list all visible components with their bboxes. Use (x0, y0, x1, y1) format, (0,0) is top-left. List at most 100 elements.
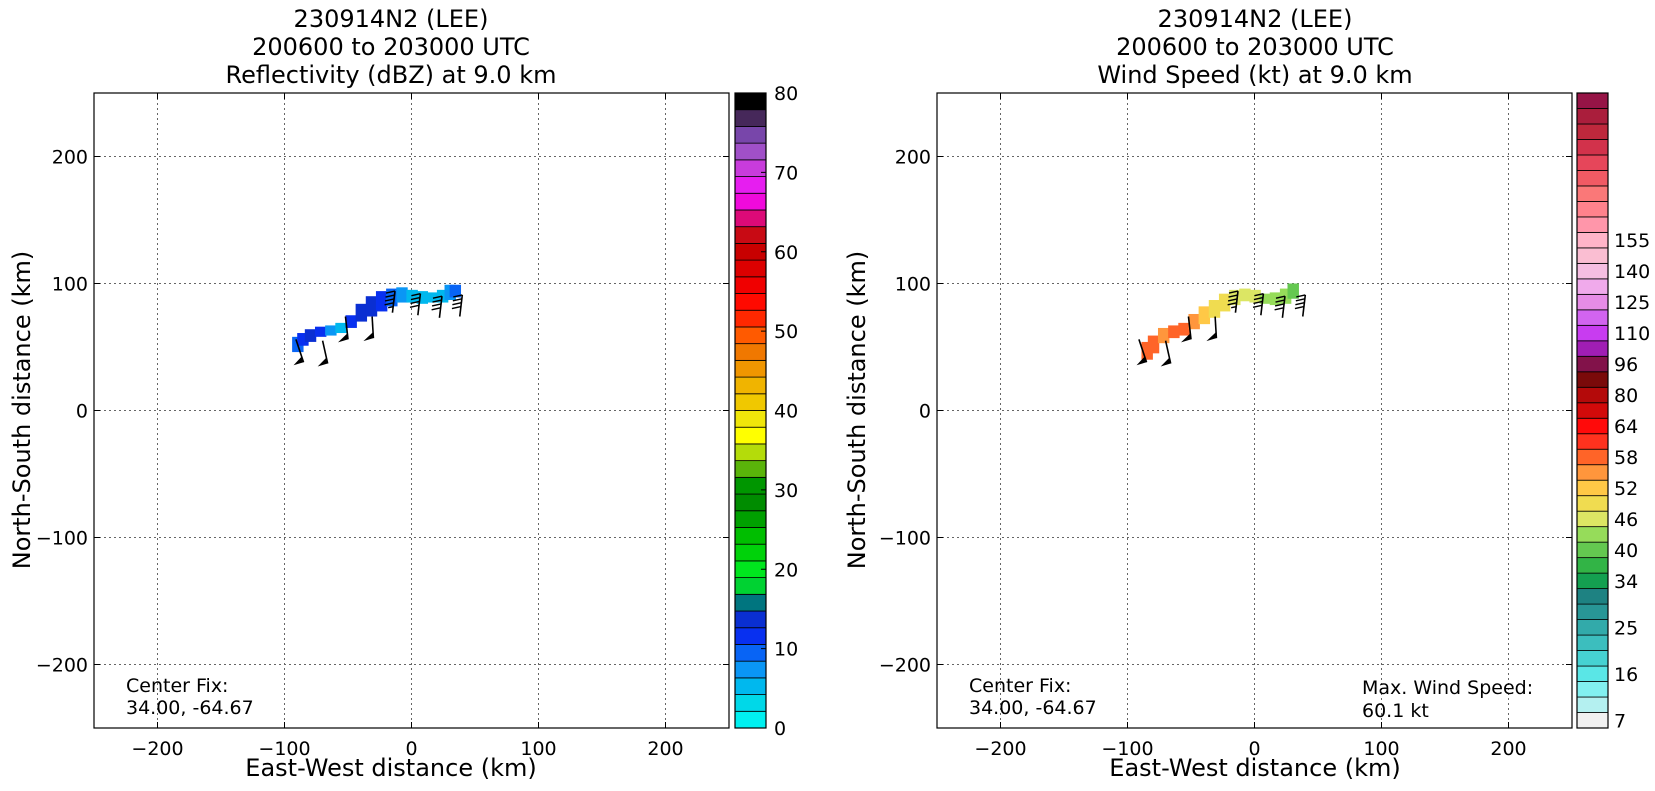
barb-feather (431, 303, 442, 307)
barb-staff (1214, 316, 1218, 339)
max-wind-value: 60.1 kt (1362, 700, 1429, 722)
swath-cell (1287, 283, 1299, 299)
wind-barb (1274, 295, 1286, 318)
barb-feather (1252, 304, 1263, 309)
x-tick-label: −200 (131, 738, 183, 760)
wind-barb (1206, 316, 1218, 342)
colorbar-segment (1576, 216, 1609, 233)
reflectivity-chart: 230914N2 (LEE) 200600 to 203000 UTC Refl… (8, 5, 798, 782)
barb-feather (385, 294, 395, 298)
barb-feather (1253, 296, 1264, 301)
colorbar-segment (1576, 262, 1609, 280)
wind-barb (384, 290, 396, 313)
barb-feather (1274, 307, 1284, 311)
swath-cell (449, 284, 462, 298)
colorbar-segment (734, 359, 767, 378)
barb-feather (411, 292, 421, 297)
colorbar-segment (734, 176, 767, 194)
colorbar-tick-label: 80 (774, 83, 798, 105)
colorbar-segment (1576, 510, 1609, 528)
colorbar-segment (734, 677, 767, 695)
wind-swath (1141, 283, 1299, 360)
colorbar-segment (734, 126, 767, 144)
wind-barb (1160, 340, 1172, 367)
x-tick-label: −100 (258, 738, 310, 760)
colorbar-tick-label: 80 (1614, 385, 1638, 407)
barb-feather (452, 302, 462, 306)
colorbar-segment (734, 326, 767, 345)
barb-half-feather (1231, 305, 1237, 309)
swath-cell (1147, 335, 1160, 354)
barb-flag (1160, 357, 1171, 367)
colorbar-segment (734, 460, 767, 478)
barb-staff (1234, 291, 1239, 313)
barb-flag (293, 356, 304, 366)
barb-staff (1260, 293, 1265, 316)
barb-feather (1294, 305, 1305, 310)
colorbar-tick-label: 20 (774, 559, 798, 581)
colorbar: 7 16 25 34 40 46 52 58 64 80 96 110 125 140 155 (1576, 92, 1650, 732)
colorbar-segment (1576, 619, 1609, 636)
colorbar-segment (734, 593, 767, 612)
colorbar-segment (734, 293, 767, 311)
wind-barb (1252, 292, 1265, 316)
colorbar-segment (1576, 402, 1609, 419)
swath-cell (1168, 325, 1180, 339)
colorbar-segment (1576, 92, 1609, 109)
colorbar-tick-label: 46 (1614, 509, 1638, 531)
barb-flag (317, 357, 328, 367)
barb-staff (1281, 296, 1286, 318)
colorbar-segment (1576, 650, 1609, 667)
colorbar-segment (1576, 386, 1609, 404)
y-tick-label: 0 (76, 401, 88, 423)
center-fix-value: 34.00, -64.67 (969, 697, 1097, 719)
colorbar-segment (734, 376, 767, 395)
y-tick-label: 200 (52, 147, 88, 169)
colorbar-segment (1576, 139, 1609, 156)
wind-speed-panel: 230914N2 (LEE) 200600 to 203000 UTC Wind… (843, 0, 1655, 787)
barb-feather (1228, 290, 1239, 294)
chart-title-line-2: 200600 to 203000 UTC (1116, 33, 1394, 61)
y-tick-label: 100 (895, 274, 931, 296)
colorbar-segment (734, 343, 767, 361)
colorbar-segment (1576, 355, 1609, 373)
swath-cell (1178, 322, 1190, 336)
colorbar-segment (1576, 371, 1609, 388)
wind-barbs (1136, 290, 1307, 367)
swath-cell (416, 291, 429, 304)
colorbar-tick-label: 64 (1614, 416, 1638, 438)
colorbar-segment (734, 510, 767, 528)
colorbar-segment (734, 276, 767, 294)
wind-barbs (293, 290, 464, 367)
colorbar-segment (734, 92, 767, 111)
colorbar-segment (1576, 185, 1609, 202)
y-tick-label: −100 (879, 528, 931, 550)
colorbar-segment (734, 694, 767, 712)
colorbar-segment (1576, 495, 1609, 512)
wind-barb (317, 340, 329, 367)
colorbar-segment (1576, 293, 1609, 311)
colorbar-segment (734, 577, 767, 595)
colorbar-segment (734, 476, 767, 495)
barb-feather (1227, 298, 1238, 302)
barb-feather (1253, 300, 1263, 305)
colorbar-tick-label: 70 (774, 162, 798, 184)
barb-feather (1275, 295, 1286, 299)
reflectivity-panel: 230914N2 (LEE) 200600 to 203000 UTC Refl… (0, 0, 827, 787)
colorbar-segment (1576, 123, 1609, 140)
colorbar-segment (734, 393, 767, 411)
colorbar-tick-label: 155 (1614, 230, 1650, 252)
colorbar-segment (734, 710, 767, 729)
colorbar-segment (1576, 154, 1609, 171)
colorbar-segment (734, 410, 767, 428)
swath-cell (1141, 341, 1153, 360)
center-fix-label: Center Fix: (126, 675, 228, 697)
wind-barb (1181, 316, 1192, 343)
y-tick-label: 0 (919, 401, 931, 423)
colorbar-tick-label: 125 (1614, 292, 1650, 314)
y-axis-label: North-South distance (km) (8, 251, 36, 570)
colorbar-segment (1576, 340, 1609, 357)
chart-title-line-1: 230914N2 (LEE) (1158, 5, 1353, 33)
colorbar-tick-label: 40 (774, 401, 798, 423)
colorbar-segment (734, 610, 767, 629)
